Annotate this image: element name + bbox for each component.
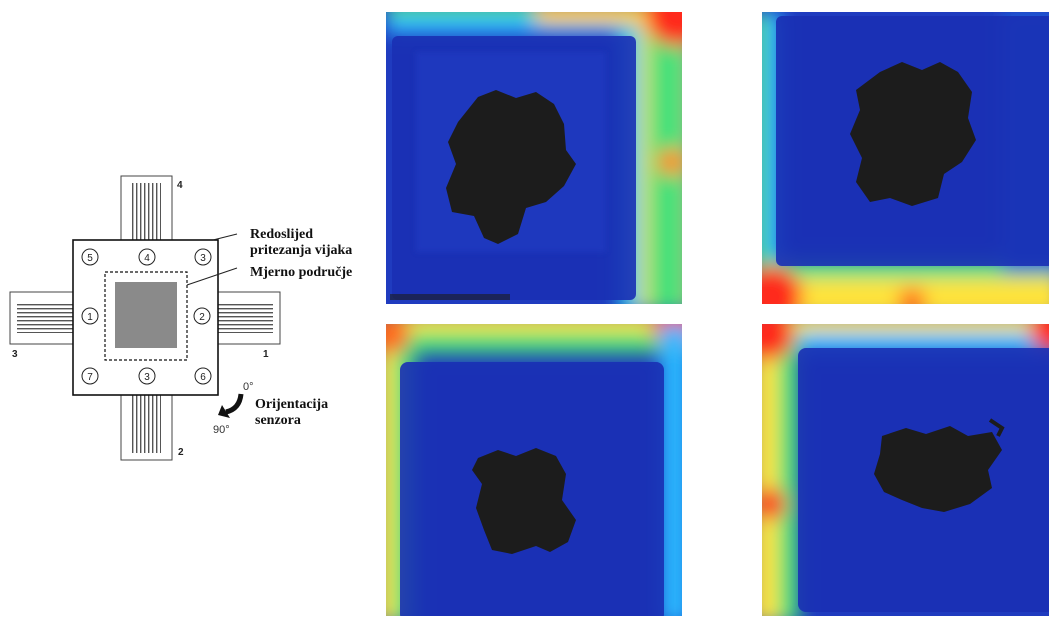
pressure-map-top-left bbox=[386, 12, 682, 304]
tab-number-right: 1 bbox=[263, 349, 269, 360]
bolt-bot-right: 6 bbox=[194, 367, 212, 385]
sensor-tab-right bbox=[217, 291, 281, 345]
orientation-label-2: senzora bbox=[255, 413, 301, 428]
sensor-tab-top bbox=[120, 175, 173, 241]
tightening-order-label-2: pritezanja vijaka bbox=[250, 243, 352, 258]
sensor-layout-diagram: 5 4 3 1 2 7 3 6 4 1 2 3 Redoslijed prite… bbox=[9, 175, 352, 461]
contact-void bbox=[446, 90, 576, 244]
svg-text:6: 6 bbox=[200, 372, 206, 383]
pressure-map-bottom-left bbox=[386, 324, 682, 616]
sensor-tab-bottom bbox=[120, 394, 173, 461]
svg-text:3: 3 bbox=[144, 372, 150, 383]
bolt-mid-right: 2 bbox=[193, 307, 211, 325]
svg-text:1: 1 bbox=[87, 312, 93, 323]
angle-start-label: 0° bbox=[243, 381, 254, 393]
bolt-top-right: 3 bbox=[194, 248, 212, 266]
measuring-area-label: Mjerno područje bbox=[250, 265, 352, 280]
svg-text:4: 4 bbox=[144, 253, 150, 264]
angle-end-label: 90° bbox=[213, 424, 230, 436]
tab-number-left: 3 bbox=[12, 349, 18, 360]
svg-text:7: 7 bbox=[87, 372, 93, 383]
tightening-leader-line bbox=[212, 233, 238, 241]
measuring-area-grid bbox=[115, 282, 177, 348]
rotation-arrow-icon bbox=[218, 393, 244, 418]
sensor-tab-left bbox=[9, 291, 74, 345]
pressure-map-top-right bbox=[762, 12, 1049, 304]
tab-number-bottom: 2 bbox=[178, 447, 184, 458]
tightening-order-label-1: Redoslijed bbox=[250, 227, 313, 242]
bolt-bot-left: 7 bbox=[81, 367, 99, 385]
orientation-label-1: Orijentacija bbox=[255, 397, 328, 412]
bolt-top-mid: 4 bbox=[138, 248, 156, 266]
measuring-area-border bbox=[104, 271, 188, 361]
bolt-top-left: 5 bbox=[81, 248, 99, 266]
tab-number-top: 4 bbox=[177, 180, 183, 191]
contact-void bbox=[874, 426, 1002, 512]
measuring-leader-line bbox=[186, 267, 238, 286]
contact-void bbox=[472, 448, 576, 554]
svg-text:2: 2 bbox=[199, 312, 205, 323]
contact-void bbox=[850, 62, 976, 206]
svg-text:3: 3 bbox=[200, 253, 206, 264]
bolt-bot-mid: 3 bbox=[138, 367, 156, 385]
bolt-mid-left: 1 bbox=[81, 307, 99, 325]
svg-text:5: 5 bbox=[87, 253, 93, 264]
pressure-map-bottom-right bbox=[762, 324, 1049, 616]
